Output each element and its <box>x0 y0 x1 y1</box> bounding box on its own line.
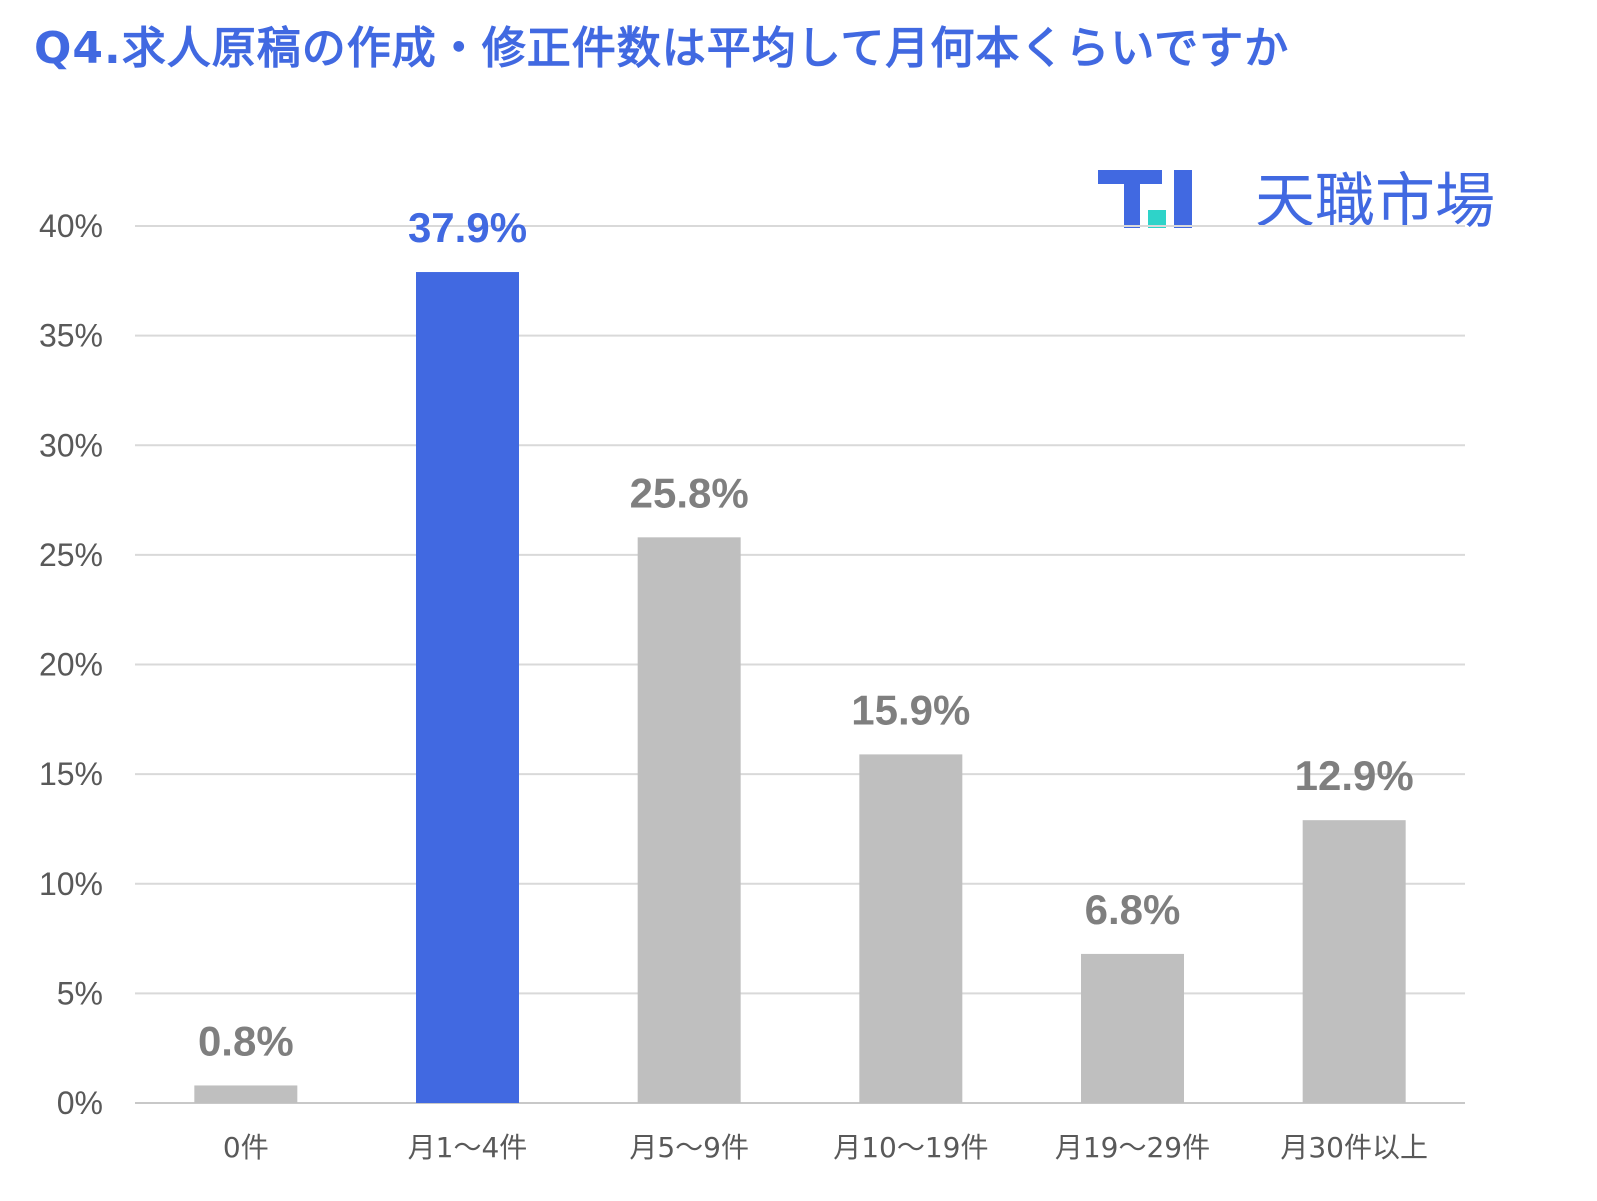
category-label: 0件 <box>223 1131 269 1164</box>
logo-t-stem <box>1124 170 1140 228</box>
ti-logo-icon <box>1098 170 1192 228</box>
category-label: 月19～29件 <box>1055 1131 1210 1164</box>
y-tick-label: 30% <box>39 427 103 463</box>
x-axis-categories: 0件 月1～4件 月5～9件 月10～19件 月19～29件 月30件以上 <box>223 1131 1428 1164</box>
data-label: 6.8% <box>1085 886 1181 933</box>
y-tick-label: 25% <box>39 537 103 573</box>
category-label: 月30件以上 <box>1280 1131 1428 1164</box>
bars <box>194 272 1406 1104</box>
data-labels: 0.8% 37.9% 25.8% 15.9% 6.8% 12.9% <box>198 204 1414 1064</box>
y-tick-label: 20% <box>39 647 103 683</box>
data-label: 25.8% <box>630 469 749 516</box>
data-label: 0.8% <box>198 1017 294 1064</box>
chart-title: Q4.求人原稿の作成・修正件数は平均して月何本くらいですか <box>34 23 1290 74</box>
logo-dot <box>1148 210 1166 228</box>
y-tick-label: 15% <box>39 756 103 792</box>
data-label: 37.9% <box>408 204 527 251</box>
gridlines <box>135 225 1465 1104</box>
logo-i-bar <box>1174 170 1192 228</box>
category-label: 月5～9件 <box>629 1131 749 1164</box>
bar-4 <box>1081 953 1184 1103</box>
bar-0 <box>194 1085 298 1103</box>
y-tick-label: 0% <box>57 1085 103 1121</box>
data-label: 12.9% <box>1295 752 1414 799</box>
y-tick-label: 40% <box>39 208 103 244</box>
y-tick-label: 10% <box>39 866 103 902</box>
category-label: 月1～4件 <box>408 1131 528 1164</box>
bar-5 <box>1302 820 1406 1103</box>
bar-1 <box>416 272 519 1104</box>
category-label: 月10～19件 <box>833 1131 988 1164</box>
data-label: 15.9% <box>851 686 970 733</box>
bar-3 <box>859 754 963 1103</box>
y-tick-label: 5% <box>57 975 103 1011</box>
bar-2 <box>637 537 741 1103</box>
y-tick-label: 35% <box>39 318 103 354</box>
y-axis-ticks: 0% 5% 10% 15% 20% 25% 30% 35% 40% <box>39 208 103 1121</box>
